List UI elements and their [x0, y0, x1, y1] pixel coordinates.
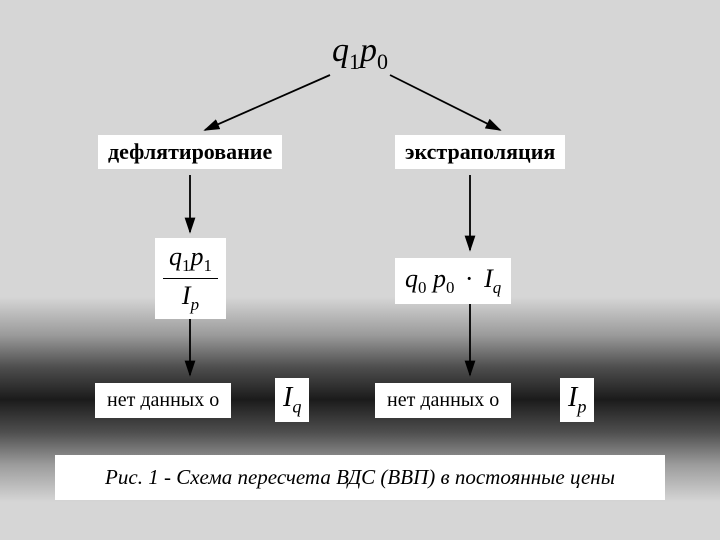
sr-is: p: [577, 397, 586, 417]
formula-right: q0 p0 · Iq: [395, 258, 511, 304]
sl-is: q: [292, 397, 301, 417]
sl-i: I: [283, 382, 292, 413]
root-formula: q1p0: [332, 32, 388, 75]
branch-left-label: дефлятирование: [98, 135, 282, 169]
nodata-left: нет данных о: [95, 383, 231, 418]
fr-p: p: [433, 264, 446, 293]
root-p-sub: 0: [377, 49, 388, 74]
fr-qs: 0: [418, 278, 426, 297]
fr-is: q: [493, 278, 501, 297]
nodata-right: нет данных о: [375, 383, 511, 418]
fl-num-p: p: [190, 242, 203, 271]
fl-num-q: q: [169, 242, 182, 271]
fl-den-is: p: [191, 295, 199, 314]
root-p: p: [360, 32, 377, 69]
fl-num-ps: 1: [203, 256, 211, 275]
root-q-sub: 1: [349, 49, 360, 74]
sr-i: I: [568, 382, 577, 413]
fr-q: q: [405, 264, 418, 293]
figure-caption: Рис. 1 - Схема пересчета ВДС (ВВП) в пос…: [55, 455, 665, 500]
fr-ps: 0: [446, 278, 454, 297]
fr-dot: ·: [461, 264, 478, 293]
root-q: q: [332, 32, 349, 69]
symbol-right: Ip: [560, 378, 594, 422]
formula-left: q1p1 Ip: [155, 238, 226, 319]
fl-den-i: I: [182, 281, 191, 310]
branch-right-label: экстраполяция: [395, 135, 565, 169]
symbol-left: Iq: [275, 378, 309, 422]
fr-i: I: [484, 264, 493, 293]
